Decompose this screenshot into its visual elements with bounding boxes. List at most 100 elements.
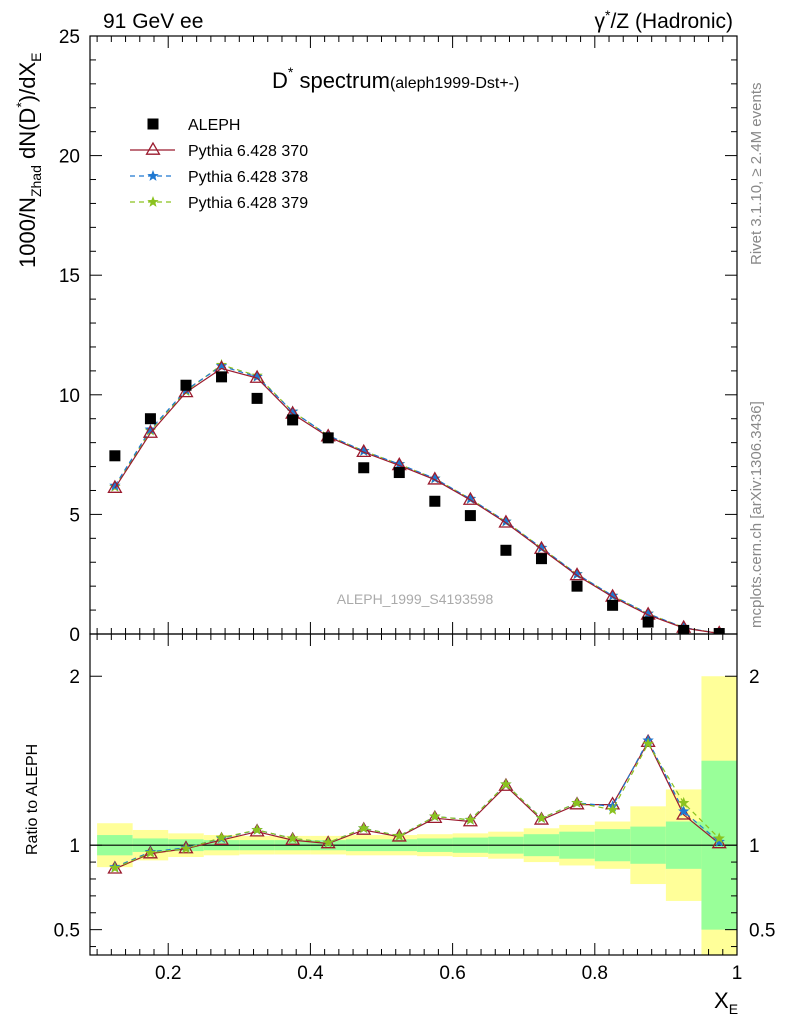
mc-point	[215, 360, 228, 371]
ratio-point	[464, 813, 477, 825]
data-point	[464, 510, 476, 522]
ratio-y-tick-label-right: 0.5	[749, 921, 775, 942]
ratio-point	[462, 813, 478, 827]
data-point	[571, 580, 583, 592]
ratio-point	[251, 824, 263, 835]
ratio-point	[678, 796, 690, 808]
ratio-point	[286, 832, 299, 844]
ratio-point	[427, 809, 443, 824]
ratio-point	[285, 831, 301, 845]
rivet-version-label: Rivet 3.1.10, ≥ 2.4M events	[748, 83, 765, 266]
mc-point	[500, 515, 512, 527]
ratio-point	[393, 829, 405, 841]
ratio-point	[180, 842, 192, 854]
main-y-tick-label: 15	[59, 266, 80, 287]
mc-point	[286, 405, 299, 417]
ratio-y-tick-label-right: 1	[749, 836, 760, 857]
legend-label: ALEPH	[188, 117, 240, 134]
mc-point	[464, 492, 477, 504]
mc-point	[178, 384, 194, 398]
main-y-tick-label: 0	[69, 625, 80, 646]
x-tick-label: 0.4	[297, 963, 324, 984]
mc-point	[251, 370, 263, 382]
mc-point	[358, 445, 370, 456]
main-series	[107, 358, 725, 634]
data-point	[500, 544, 512, 556]
ratio-point	[713, 832, 725, 844]
energy-label: 91 GeV ee	[103, 10, 203, 33]
ratio-point	[498, 777, 514, 791]
data-point	[109, 450, 121, 462]
mc-point	[356, 443, 372, 458]
ratio-y-tick-label-left: 2	[69, 667, 80, 688]
ratio-point	[144, 846, 157, 858]
ratio-point	[606, 803, 619, 815]
mc-point	[393, 458, 405, 469]
mc-point	[569, 567, 585, 581]
main-ylabel: 1000/NZhad dN(D*)/dXE	[13, 53, 44, 268]
mc-point	[642, 607, 654, 619]
plot-title: D* spectrum(aleph1999-Dst+-)	[272, 64, 519, 93]
x-tick-label: 1	[732, 963, 743, 984]
ratio-point	[713, 835, 725, 847]
legend-label: Pythia 6.428 378	[188, 169, 308, 186]
data-point	[251, 392, 263, 404]
legend-label: Pythia 6.428 370	[188, 143, 308, 160]
legend: ALEPH Pythia 6.428 370 Pythia 6.428 378 Pyt…	[130, 117, 308, 212]
ratio-point	[215, 831, 228, 843]
mc-point	[535, 541, 548, 553]
ratio-point	[535, 812, 548, 823]
ratio-point	[322, 836, 334, 848]
legend-marker	[147, 118, 159, 130]
x-tick-label: 0.8	[582, 963, 608, 984]
mc-point	[427, 471, 443, 485]
ratio-point	[678, 805, 690, 817]
mc-point	[462, 491, 478, 505]
ratio-point	[642, 737, 654, 749]
ratio-point	[109, 862, 121, 873]
data-point	[216, 371, 228, 383]
mc-point	[144, 423, 157, 435]
x-tick-label: 0.2	[155, 963, 181, 984]
ratio-point	[569, 796, 585, 810]
main-y-tick-label: 5	[69, 505, 80, 526]
ratio-point	[640, 733, 656, 747]
data-point	[642, 616, 654, 628]
mc-point	[249, 369, 265, 383]
legend-marker	[147, 170, 159, 181]
mc-point	[606, 589, 619, 601]
ratio-ylabel: Ratio to ALEPH	[24, 744, 41, 855]
mc-point	[142, 424, 158, 438]
ratio-series	[107, 733, 727, 874]
ratio-point	[571, 796, 583, 808]
data-point	[678, 624, 690, 634]
ratio-y-tick-label-left: 1	[69, 836, 80, 857]
ratio-plot-frame	[89, 633, 738, 956]
data-point	[180, 379, 192, 391]
ratio-point	[500, 778, 512, 790]
ratio-y-tick-label-left: 0.5	[54, 921, 80, 942]
data-point	[322, 432, 334, 444]
mc-point	[571, 568, 583, 580]
legend-marker	[147, 196, 159, 207]
xlabel: XE	[714, 988, 738, 1017]
data-point	[535, 553, 547, 565]
legend-label: Pythia 6.428 379	[188, 195, 308, 212]
data-point	[144, 413, 156, 425]
ratio-y-tick-label-right: 2	[749, 667, 760, 688]
data-point	[429, 495, 441, 507]
ratio-point	[358, 822, 370, 834]
ratio-uncertainty-bands	[90, 676, 737, 955]
legend-marker	[145, 141, 161, 155]
ratio-point	[533, 811, 550, 825]
mcplots-credit-label: mcplots.cern.ch [arXiv:1306.3436]	[748, 401, 765, 628]
main-series-line	[114, 365, 720, 634]
mc-point	[107, 479, 123, 493]
mc-point	[429, 472, 441, 484]
ratio-point	[429, 810, 441, 822]
process-label: γ*/Z (Hadronic)	[595, 7, 733, 33]
data-point	[607, 599, 619, 611]
mc-point	[109, 479, 121, 491]
